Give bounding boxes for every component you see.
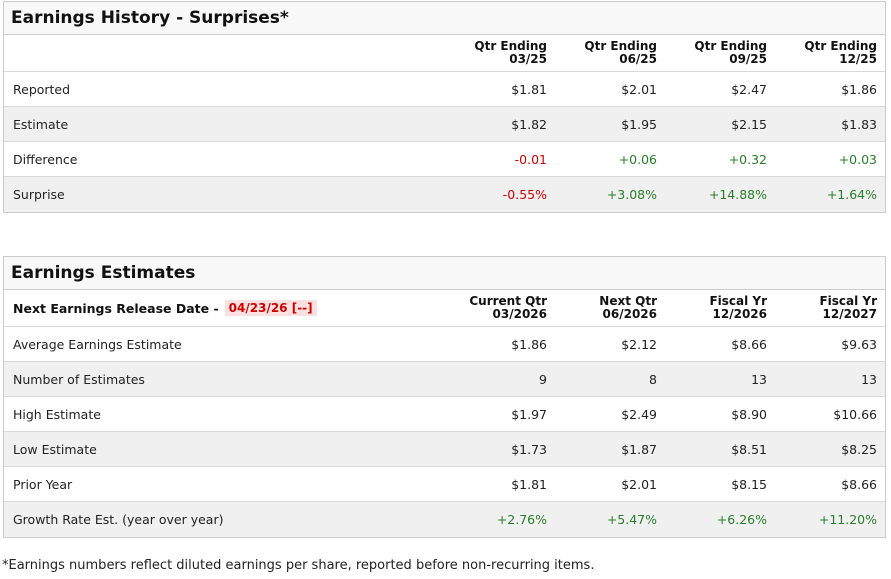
column-header-line1: Fiscal Yr [709,294,767,308]
column-header: Qtr Ending 12/25 [804,35,877,71]
table-cell: $8.25 [841,441,877,457]
row-label: Average Earnings Estimate [13,336,182,352]
earnings-estimates-header-row: Next Earnings Release Date - 04/23/26 [-… [4,290,885,327]
row-label: Estimate [13,116,69,132]
table-cell: $1.95 [621,116,657,132]
earnings-history-title: Earnings History - Surprises* [4,2,885,35]
row-label: Difference [13,151,78,167]
table-cell: $1.73 [511,441,547,457]
table-cell: +0.32 [728,151,767,167]
table-cell: +14.88% [708,187,767,202]
column-header-line1: Next Qtr [599,294,657,308]
table-row: Estimate $1.82 $1.95 $2.15 $1.83 [4,107,885,142]
table-cell: $10.66 [833,406,877,422]
table-cell: $2.12 [621,336,657,352]
column-header-line2: 06/25 [619,52,657,66]
table-cell: $1.82 [511,116,547,132]
release-date-badge: 04/23/26 [--] [224,300,317,316]
row-label: High Estimate [13,406,101,422]
table-cell: -0.55% [502,187,547,202]
column-header-line2: 12/2027 [822,307,877,321]
table-cell: $2.15 [731,116,767,132]
column-header: Fiscal Yr 12/2026 [709,290,767,326]
table-cell: $8.66 [841,476,877,492]
column-header: Fiscal Yr 12/2027 [819,290,877,326]
table-cell: $8.66 [731,336,767,352]
column-header: Current Qtr 03/2026 [469,290,547,326]
table-row: Growth Rate Est. (year over year) +2.76%… [4,502,885,537]
table-cell: $1.83 [841,116,877,132]
row-label: Number of Estimates [13,371,145,387]
table-row: Reported $1.81 $2.01 $2.47 $1.86 [4,72,885,107]
table-cell: +2.76% [496,512,547,527]
table-row: Prior Year $1.81 $2.01 $8.15 $8.66 [4,467,885,502]
table-cell: +1.64% [826,187,877,202]
row-label: Reported [13,81,71,97]
table-cell: $1.86 [841,81,877,97]
column-header-line1: Qtr Ending [474,39,547,53]
row-label: Surprise [13,187,65,202]
table-row: Low Estimate $1.73 $1.87 $8.51 $8.25 [4,432,885,467]
table-cell: -0.01 [514,151,547,167]
table-cell: $1.86 [511,336,547,352]
table-cell: $2.01 [621,81,657,97]
table-cell: $8.15 [731,476,767,492]
column-header-line2: 09/25 [729,52,767,66]
column-header-line1: Qtr Ending [584,39,657,53]
table-cell: 9 [539,371,547,387]
earnings-estimates-title: Earnings Estimates [4,257,885,290]
column-header-line2: 12/25 [839,52,877,66]
table-cell: $1.97 [511,406,547,422]
table-cell: +5.47% [606,512,657,527]
table-cell: +11.20% [818,512,877,527]
column-header-line2: 06/2026 [602,307,657,321]
table-cell: 13 [861,371,877,387]
table-row: Average Earnings Estimate $1.86 $2.12 $8… [4,327,885,362]
table-cell: $8.51 [731,441,767,457]
table-cell: $9.63 [841,336,877,352]
row-label: Low Estimate [13,441,97,457]
table-cell: $8.90 [731,406,767,422]
table-cell: 13 [751,371,767,387]
table-cell: +0.06 [618,151,657,167]
table-cell: 8 [649,371,657,387]
earnings-estimates-panel: Earnings Estimates Next Earnings Release… [3,256,886,538]
column-header-line1: Current Qtr [469,294,547,308]
earnings-history-panel: Earnings History - Surprises* Qtr Ending… [3,1,886,213]
column-header-line2: 03/2026 [492,307,547,321]
column-header-line2: 12/2026 [712,307,767,321]
next-release-date: Next Earnings Release Date - 04/23/26 [-… [13,290,317,326]
column-header-line2: 03/25 [509,52,547,66]
table-cell: $1.81 [511,81,547,97]
table-row: Surprise -0.55% +3.08% +14.88% +1.64% [4,177,885,212]
table-cell: +0.03 [838,151,877,167]
table-cell: $2.01 [621,476,657,492]
footnote: *Earnings numbers reflect diluted earnin… [2,558,595,573]
row-label: Prior Year [13,476,73,492]
column-header: Qtr Ending 09/25 [694,35,767,71]
column-header: Next Qtr 06/2026 [599,290,657,326]
column-header-line1: Qtr Ending [694,39,767,53]
column-header: Qtr Ending 06/25 [584,35,657,71]
earnings-history-header-row: Qtr Ending 03/25 Qtr Ending 06/25 Qtr Endi… [4,35,885,72]
column-header-line1: Fiscal Yr [819,294,877,308]
table-row: Number of Estimates 9 8 13 13 [4,362,885,397]
column-header-line1: Qtr Ending [804,39,877,53]
table-cell: +3.08% [606,187,657,202]
table-row: Difference -0.01 +0.06 +0.32 +0.03 [4,142,885,177]
row-label: Growth Rate Est. (year over year) [13,512,224,527]
table-row: High Estimate $1.97 $2.49 $8.90 $10.66 [4,397,885,432]
table-cell: $1.81 [511,476,547,492]
table-cell: $2.49 [621,406,657,422]
table-cell: $1.87 [621,441,657,457]
next-release-label: Next Earnings Release Date - [13,300,219,316]
table-cell: $2.47 [731,81,767,97]
table-cell: +6.26% [716,512,767,527]
column-header: Qtr Ending 03/25 [474,35,547,71]
